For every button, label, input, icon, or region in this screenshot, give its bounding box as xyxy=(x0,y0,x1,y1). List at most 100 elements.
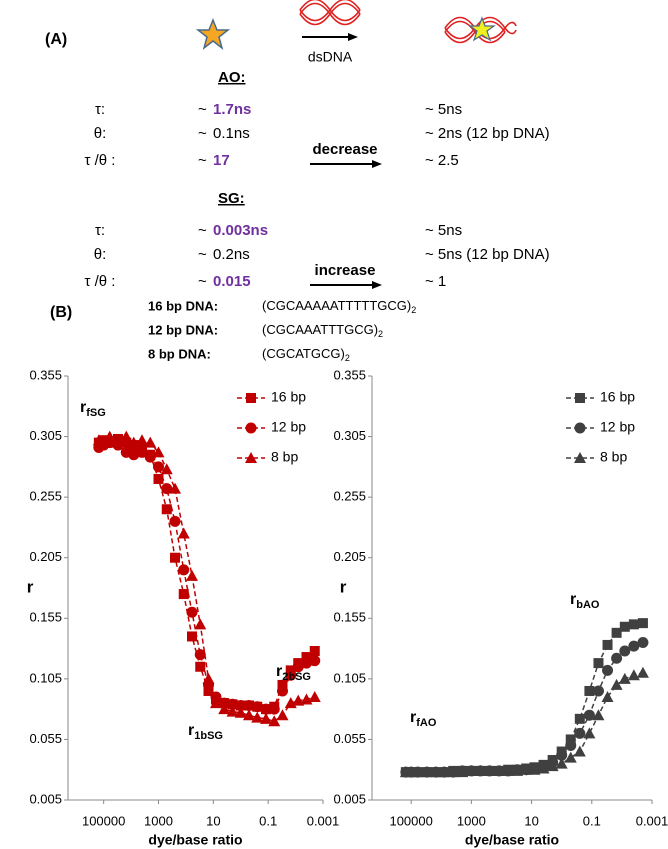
marker xyxy=(268,715,281,727)
marker xyxy=(144,451,156,463)
marker xyxy=(628,640,640,652)
legend-marker xyxy=(245,452,257,463)
marker xyxy=(276,709,289,721)
marker xyxy=(456,766,469,778)
marker xyxy=(169,515,181,527)
sequence-subscript: 2 xyxy=(411,305,416,315)
approx: ~ xyxy=(198,125,207,142)
marker xyxy=(277,685,289,697)
arrow-label: dsDNA xyxy=(308,49,353,65)
section-heading: AO: xyxy=(218,69,246,86)
marker xyxy=(583,709,595,721)
marker xyxy=(528,763,541,775)
y-tick-label: 0.105 xyxy=(333,670,366,685)
marker xyxy=(209,697,222,709)
marker xyxy=(243,700,255,712)
sequence-subscript: 2 xyxy=(378,329,383,339)
marker xyxy=(628,619,639,630)
sequence-label: 16 bp DNA: xyxy=(148,298,218,313)
annotation-subscript: fSG xyxy=(86,407,106,419)
marker xyxy=(178,589,189,600)
sequence: (CGCATGCG)2 xyxy=(262,346,350,363)
panel-label: (B) xyxy=(50,304,72,321)
sequence-text: (CGCAAATTTGCG) xyxy=(262,322,378,337)
marker xyxy=(187,631,198,642)
symbol: τ: xyxy=(95,222,105,239)
marker xyxy=(420,766,433,778)
marker xyxy=(309,645,320,656)
marker xyxy=(161,483,173,495)
marker xyxy=(120,430,133,442)
annotation: r1bSG xyxy=(188,722,223,742)
change-label: increase xyxy=(315,262,376,279)
marker xyxy=(218,697,230,709)
marker xyxy=(565,739,577,751)
marker xyxy=(583,727,596,739)
x-tick-label: 0.001 xyxy=(307,813,340,828)
marker xyxy=(592,685,604,697)
y-tick-label: 0.255 xyxy=(333,489,366,504)
marker xyxy=(178,564,190,576)
marker xyxy=(203,685,214,696)
marker xyxy=(160,463,173,475)
marker xyxy=(593,658,604,669)
marker xyxy=(483,764,496,776)
series-line xyxy=(405,672,644,773)
marker xyxy=(153,473,164,484)
marker xyxy=(619,645,631,657)
marker xyxy=(537,762,550,774)
series-line xyxy=(98,438,316,710)
y-tick-label: 0.305 xyxy=(333,428,366,443)
marker xyxy=(97,436,110,448)
sequence-text: (CGCAAAAATTTTTGCG) xyxy=(262,298,411,313)
x-tick-label: 100000 xyxy=(389,813,432,828)
marker xyxy=(285,669,297,681)
legend-label: 12 bp xyxy=(600,419,635,435)
marker xyxy=(268,703,280,715)
marker xyxy=(218,703,231,715)
free-value: 0.2ns xyxy=(213,246,250,263)
marker xyxy=(447,766,460,778)
symbol: τ /θ : xyxy=(85,273,116,290)
marker xyxy=(520,763,533,775)
marker xyxy=(121,437,132,448)
y-tick-label: 0.055 xyxy=(29,731,62,746)
free-value: 0.015 xyxy=(213,273,251,290)
change-label: decrease xyxy=(312,141,377,158)
free-value: 17 xyxy=(213,152,230,169)
y-tick-label: 0.155 xyxy=(333,610,366,625)
marker xyxy=(574,713,585,724)
x-axis-label: dye/base ratio xyxy=(465,832,559,848)
marker xyxy=(637,637,649,649)
x-tick-label: 100000 xyxy=(82,813,125,828)
bound-value: ~ 5ns (12 bp DNA) xyxy=(425,246,550,263)
series-line xyxy=(98,441,315,710)
annotation: rbAO xyxy=(570,591,600,611)
free-value: 1.7ns xyxy=(213,101,251,118)
marker xyxy=(226,705,239,717)
panel-label: (A) xyxy=(45,31,67,48)
annotation-text: r xyxy=(80,399,86,416)
marker xyxy=(144,436,157,448)
dna-icon xyxy=(299,0,361,26)
x-tick-label: 10 xyxy=(206,813,220,828)
chart: 0.005 0.055 0.105 0.155 0.205 0.255 0.305 0.355… xyxy=(27,367,340,847)
legend-marker xyxy=(246,393,256,403)
marker xyxy=(169,482,182,494)
marker xyxy=(301,652,312,663)
annotation: r2bSG xyxy=(276,663,311,683)
charts: 0.005 0.055 0.105 0.155 0.205 0.255 0.305 0.355… xyxy=(27,367,668,847)
symbol: τ /θ : xyxy=(85,152,116,169)
section-heading: SG: xyxy=(218,190,245,207)
annotation: rfSG xyxy=(80,399,106,419)
arrow-head xyxy=(348,33,358,41)
marker xyxy=(465,764,478,776)
sequence-label: 8 bp DNA: xyxy=(148,346,211,361)
marker xyxy=(573,745,586,757)
annotation-text: r xyxy=(276,663,282,680)
marker xyxy=(502,764,515,776)
marker xyxy=(619,621,630,632)
y-tick-label: 0.105 xyxy=(29,670,62,685)
sequence-label: 12 bp DNA: xyxy=(148,322,218,337)
approx: ~ xyxy=(198,273,207,290)
